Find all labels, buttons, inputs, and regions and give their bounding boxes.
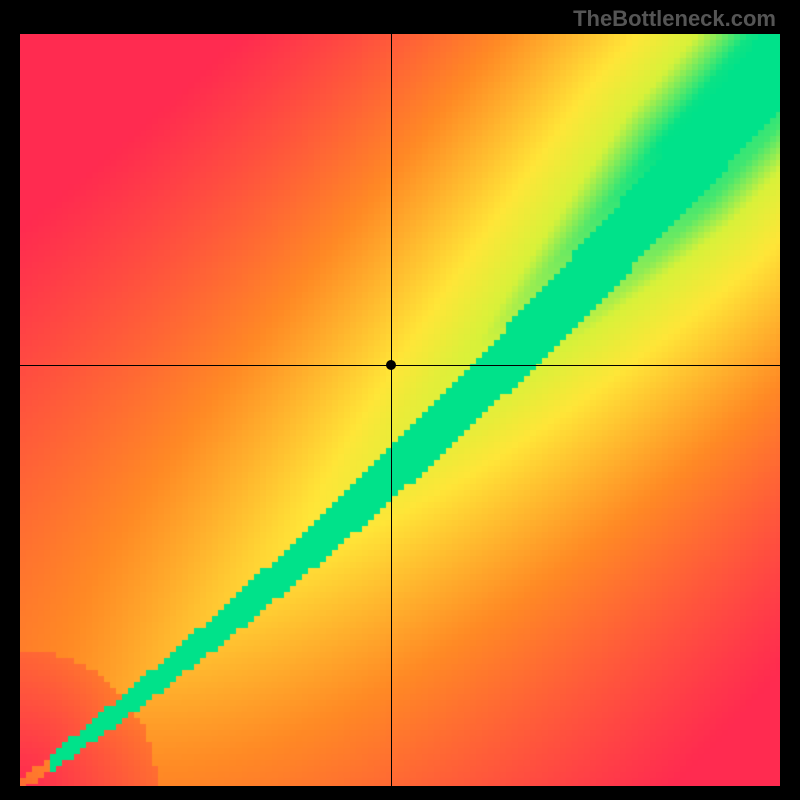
- crosshair-vertical-line: [391, 34, 392, 786]
- heatmap-canvas: [20, 34, 780, 786]
- plot-area: [20, 34, 780, 786]
- watermark-text: TheBottleneck.com: [573, 6, 776, 32]
- crosshair-marker: [386, 360, 396, 370]
- crosshair-horizontal-line: [20, 365, 780, 366]
